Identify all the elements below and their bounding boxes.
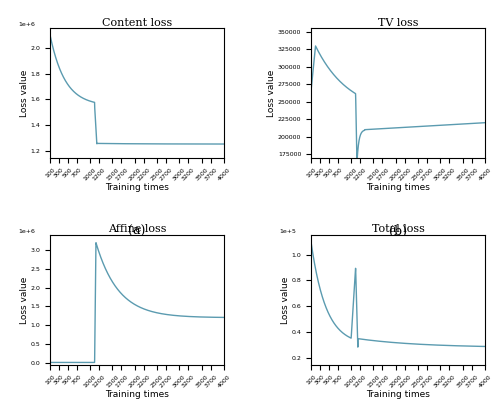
Text: 1e+6: 1e+6 <box>18 229 36 234</box>
Text: 1e+6: 1e+6 <box>18 22 36 27</box>
Text: (a): (a) <box>128 225 146 238</box>
X-axis label: Training times: Training times <box>366 183 430 192</box>
Text: 1e+5: 1e+5 <box>280 229 296 234</box>
Y-axis label: Loss value: Loss value <box>20 69 29 117</box>
Title: Content loss: Content loss <box>102 17 172 28</box>
Y-axis label: Loss value: Loss value <box>268 69 276 117</box>
Title: TV loss: TV loss <box>378 17 418 28</box>
Text: (b): (b) <box>389 225 407 238</box>
Y-axis label: Loss value: Loss value <box>20 276 29 324</box>
Y-axis label: Loss value: Loss value <box>281 276 290 324</box>
X-axis label: Training times: Training times <box>105 390 169 399</box>
X-axis label: Training times: Training times <box>366 390 430 399</box>
Title: Total loss: Total loss <box>372 224 424 234</box>
X-axis label: Training times: Training times <box>105 183 169 192</box>
Title: Affine loss: Affine loss <box>108 224 166 234</box>
